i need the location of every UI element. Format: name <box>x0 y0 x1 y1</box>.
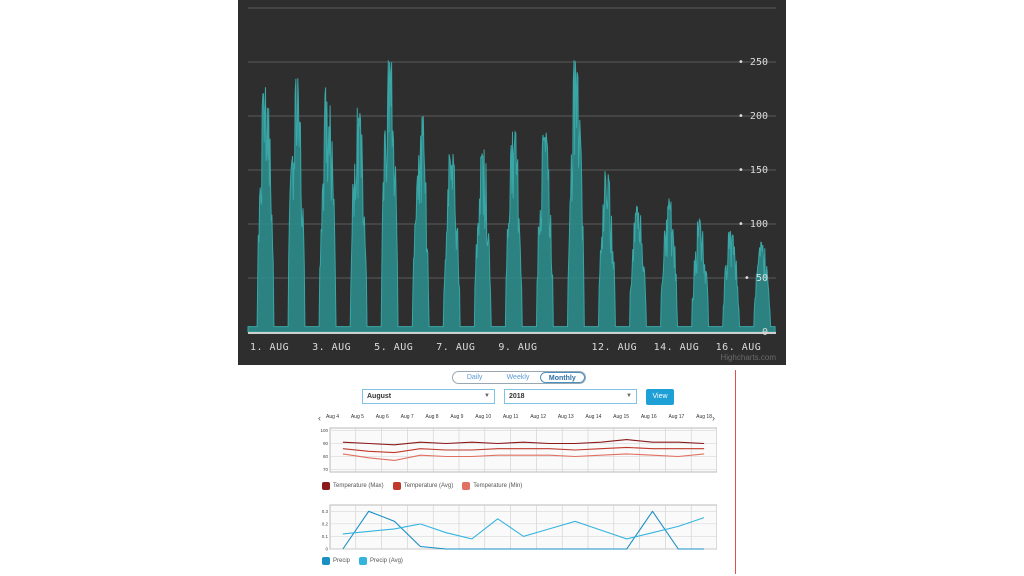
precip-legend: Precip Precip (Avg) <box>322 557 403 565</box>
legend-label: Precip (Avg) <box>370 558 403 564</box>
legend-item[interactable]: Precip (Avg) <box>359 557 403 565</box>
y-tick-label: • 150 <box>738 165 768 176</box>
y-tick-label: • 50 <box>744 273 768 284</box>
legend-label: Precip <box>333 558 351 564</box>
x-tick-label: 3. AUG <box>312 342 351 353</box>
legend-item[interactable]: Temperature (Min) <box>462 482 522 490</box>
series-line <box>342 439 705 446</box>
series-line <box>342 517 705 540</box>
month-select-value: August <box>367 393 392 400</box>
legend-swatch <box>322 482 330 490</box>
legend-swatch <box>322 557 330 565</box>
date-header-label: Aug 12 <box>530 414 547 420</box>
usage-area-chart-svg: 0 • 50 • 100 • 150 • 200 • 250 1. AUG 3. AUG 5. … <box>247 7 776 362</box>
month-select[interactable]: August ▼ <box>362 389 495 404</box>
date-header-label: Aug 5 <box>350 414 364 420</box>
y-tick-label: • 100 <box>738 219 768 230</box>
temperature-legend: Temperature (Max) Temperature (Avg) Temper… <box>322 482 522 490</box>
x-tick-label: 5. AUG <box>374 342 413 353</box>
legend-label: Temperature (Avg) <box>403 483 454 489</box>
temperature-chart: 70 80 90 100 <box>320 427 717 473</box>
divider-line <box>735 370 736 574</box>
legend-swatch <box>392 482 401 490</box>
plot-area <box>329 427 717 473</box>
year-select-value: 2018 <box>509 393 525 400</box>
weather-panel: Daily Weekly Monthly August ▼ 2018 ▼ Vie… <box>300 366 736 576</box>
date-header-label: Aug 10 <box>475 414 492 420</box>
date-header-row: Aug 4 Aug 5 Aug 6 Aug 7 Aug 8 Aug 9 Aug 10 Aug … <box>326 414 712 420</box>
series-line <box>342 446 705 454</box>
legend-item[interactable]: Temperature (Max) <box>322 482 384 490</box>
legend-swatch <box>462 482 471 490</box>
y-tick-label: 0.1 <box>322 534 329 539</box>
x-tick-label: 9. AUG <box>498 342 537 353</box>
series-line <box>342 510 705 550</box>
date-header-label: Aug 18 <box>696 414 712 420</box>
date-header-label: Aug 9 <box>450 414 464 420</box>
period-toggle[interactable]: Daily Weekly Monthly <box>452 371 586 384</box>
date-header-label: Aug 14 <box>585 414 602 420</box>
x-tick-label: 16. AUG <box>716 342 762 353</box>
x-tick-label: 14. AUG <box>654 342 700 353</box>
x-tick-label: 7. AUG <box>436 342 475 353</box>
legend-item[interactable]: Temperature (Avg) <box>392 482 454 490</box>
x-tick-label: 1. AUG <box>250 342 289 353</box>
x-tick-label: 12. AUG <box>591 342 637 353</box>
view-button[interactable]: View <box>646 389 674 405</box>
date-header-label: Aug 7 <box>400 414 414 420</box>
y-tick-label: 80 <box>323 454 329 459</box>
date-header-label: Aug 17 <box>668 414 685 420</box>
date-header-label: Aug 15 <box>613 414 630 420</box>
tab-monthly[interactable]: Monthly <box>539 372 585 383</box>
y-tick-label: 0.2 <box>322 521 329 526</box>
chevron-down-icon: ▼ <box>626 393 632 399</box>
chart-credit: Highcharts.com <box>720 353 776 362</box>
chevron-down-icon: ▼ <box>484 393 490 399</box>
y-tick-label: • 250 <box>738 57 768 68</box>
y-tick-label: 0 <box>325 547 328 552</box>
legend-swatch <box>359 557 368 565</box>
date-header-label: Aug 16 <box>640 414 657 420</box>
legend-item[interactable]: Precip <box>322 557 350 565</box>
usage-area-chart: 0 • 50 • 100 • 150 • 200 • 250 1. AUG 3. AUG 5. … <box>238 0 786 365</box>
date-header-label: Aug 4 <box>326 414 340 420</box>
series-line <box>342 453 705 461</box>
legend-label: Temperature (Min) <box>473 483 523 489</box>
prev-arrow-icon[interactable]: ‹ <box>318 413 321 423</box>
y-tick-label: 90 <box>323 441 329 446</box>
y-tick-label: 100 <box>320 428 328 433</box>
date-header-label: Aug 11 <box>502 414 519 420</box>
tab-weekly[interactable]: Weekly <box>506 374 530 381</box>
next-arrow-icon[interactable]: › <box>712 413 715 423</box>
y-tick-label: 0.3 <box>322 509 329 514</box>
date-header-label: Aug 6 <box>375 414 389 420</box>
date-header-label: Aug 8 <box>425 414 439 420</box>
year-select[interactable]: 2018 ▼ <box>504 389 637 404</box>
precip-chart: 0 0.1 0.2 0.3 <box>322 504 717 552</box>
date-header-label: Aug 13 <box>557 414 574 420</box>
tab-daily[interactable]: Daily <box>466 374 483 381</box>
legend-label: Temperature (Max) <box>333 483 384 489</box>
usage-area-series <box>247 60 776 333</box>
y-tick-label: • 200 <box>738 111 768 122</box>
y-tick-label: 70 <box>323 467 329 472</box>
plot-area <box>329 504 717 550</box>
y-tick-label: 0 <box>762 327 768 338</box>
